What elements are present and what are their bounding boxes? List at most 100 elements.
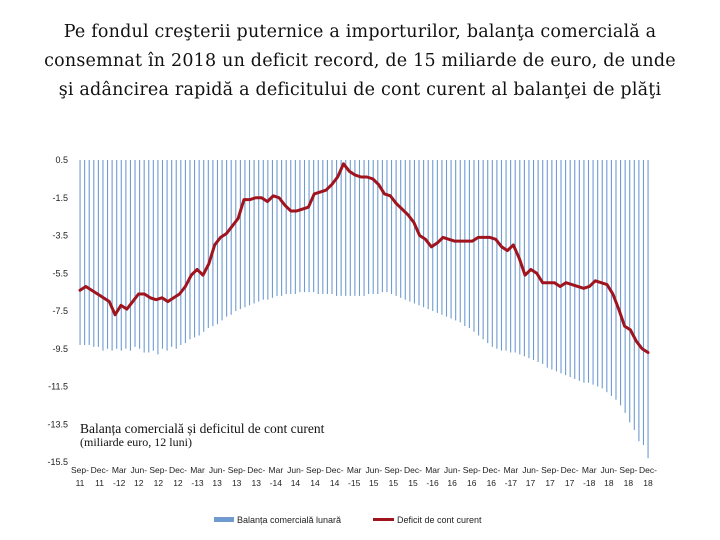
trade-balance-bar: [354, 160, 356, 296]
x-tick-label-year: -17: [505, 478, 518, 488]
trade-balance-bar: [386, 160, 388, 293]
x-tick-label-year: 15: [369, 478, 379, 488]
legend-label-line: Deficit de cont curent: [397, 515, 482, 525]
x-tick-label-month: Dec-: [326, 465, 344, 475]
trade-balance-bar: [514, 160, 516, 353]
x-tick-label-year: 16: [487, 478, 497, 488]
trade-balance-bar: [537, 160, 539, 362]
current-account-deficit-line: [78, 162, 650, 355]
trade-balance-bar: [345, 160, 347, 296]
trade-balance-bar: [372, 160, 374, 295]
x-tick-label-year: 17: [565, 478, 575, 488]
trade-balance-bar: [244, 160, 246, 308]
trade-balance-bar: [258, 160, 260, 302]
x-tick-label-year: -18: [583, 478, 596, 488]
x-tick-label-year: 14: [330, 478, 340, 488]
y-tick-label: -13.5: [47, 419, 68, 429]
trade-balance-bar: [363, 160, 365, 296]
trade-balance-bar: [175, 160, 177, 349]
x-tick-label-year: 17: [545, 478, 555, 488]
trade-balance-bar: [601, 160, 603, 389]
trade-balance-bar: [226, 160, 228, 317]
trade-balance-bar: [542, 160, 544, 364]
trade-balance-bar: [597, 160, 599, 387]
y-tick-label: -5.5: [52, 268, 68, 278]
x-tick-label-year: 18: [643, 478, 653, 488]
x-tick-label-month: Sep-: [384, 465, 402, 475]
x-tick-label-month: Dec-: [404, 465, 422, 475]
trade-balance-bar: [235, 160, 237, 311]
trade-balance-bar: [106, 160, 109, 349]
trade-balance-bar: [505, 160, 507, 351]
trade-balance-bar: [248, 160, 251, 306]
x-tick-label-month: Mar: [347, 465, 362, 475]
current-account-line: [78, 162, 650, 355]
trade-balance-bar: [340, 160, 342, 296]
trade-balance-bar: [125, 160, 127, 349]
trade-balance-bar: [326, 160, 328, 295]
trade-balance-bar: [427, 160, 429, 310]
trade-balance-bar: [161, 160, 164, 349]
trade-balance-bars: [79, 160, 649, 459]
x-tick-label-month: Jun-: [601, 465, 618, 475]
x-tick-label-month: Jun-: [366, 465, 383, 475]
y-axis-ticks: 0.5 -1.5 -3.5 -5.5 -7.5 -9.5 -11.5 -13.5 -15.5: [47, 155, 68, 467]
x-tick-label-month: Jun-: [130, 465, 147, 475]
trade-balance-bar: [615, 160, 617, 400]
x-tick-label-month: Dec-: [247, 465, 265, 475]
x-tick-label-year: -13: [191, 478, 204, 488]
x-tick-label-year: 12: [173, 478, 183, 488]
trade-balance-bar: [647, 160, 649, 459]
x-tick-label-year: 11: [76, 478, 85, 488]
trade-balance-bar: [184, 160, 186, 344]
trade-balance-bar: [560, 160, 562, 374]
trade-balance-bar: [620, 160, 622, 406]
trade-balance-bar: [500, 160, 503, 351]
trade-balance-bar: [207, 160, 209, 328]
trade-balance-bar: [84, 160, 86, 345]
trade-balance-bar: [116, 160, 118, 349]
trade-balance-bar: [478, 160, 480, 336]
x-tick-label-month: Sep-: [619, 465, 637, 475]
trade-balance-bar: [551, 160, 553, 370]
trade-balance-bar: [88, 160, 90, 345]
x-tick-label-year: 16: [467, 478, 477, 488]
title-line-3: şi adâncirea rapidă a deficitului de con…: [58, 80, 662, 100]
trade-balance-bar: [198, 160, 200, 336]
trade-balance-bar: [629, 160, 631, 423]
x-tick-label-month: Mar: [269, 465, 284, 475]
trade-balance-bar: [381, 160, 383, 293]
trade-balance-bar: [303, 160, 306, 293]
x-tick-label-month: Sep-: [228, 465, 246, 475]
x-tick-label-month: Jun-: [522, 465, 539, 475]
trade-balance-bar: [404, 160, 406, 300]
trade-balance-bar: [331, 160, 333, 295]
chart-annotation-units: (miliarde euro, 12 luni): [80, 435, 192, 449]
trade-balance-bar: [349, 160, 351, 296]
trade-balance-bar: [546, 160, 548, 368]
x-tick-label-month: Mar: [425, 465, 440, 475]
y-tick-label: -3.5: [52, 231, 68, 241]
trade-balance-bar: [194, 160, 196, 338]
trade-balance-bar: [390, 160, 393, 295]
trade-balance-bar: [587, 160, 590, 383]
trade-balance-bar: [523, 160, 525, 357]
trade-balance-bar: [464, 160, 466, 327]
trade-balance-bar: [336, 160, 338, 296]
y-tick-label: -9.5: [52, 344, 68, 354]
trade-balance-bar: [413, 160, 415, 304]
trade-balance-bar: [102, 160, 104, 351]
x-tick-label-year: -12: [113, 478, 126, 488]
trade-balance-bar: [317, 160, 319, 295]
y-tick-label: -1.5: [52, 193, 68, 203]
trade-balance-bar: [276, 160, 278, 296]
y-tick-label: 0.5: [55, 155, 68, 165]
trade-balance-bar: [97, 160, 99, 347]
y-tick-label: -11.5: [48, 382, 68, 392]
trade-balance-bar: [313, 160, 315, 293]
chart-title: Pe fondul creşterii puternice a importur…: [20, 18, 700, 105]
trade-balance-bar: [510, 160, 512, 353]
x-tick-label-month: Jun-: [209, 465, 226, 475]
x-tick-label-month: Mar: [112, 465, 127, 475]
